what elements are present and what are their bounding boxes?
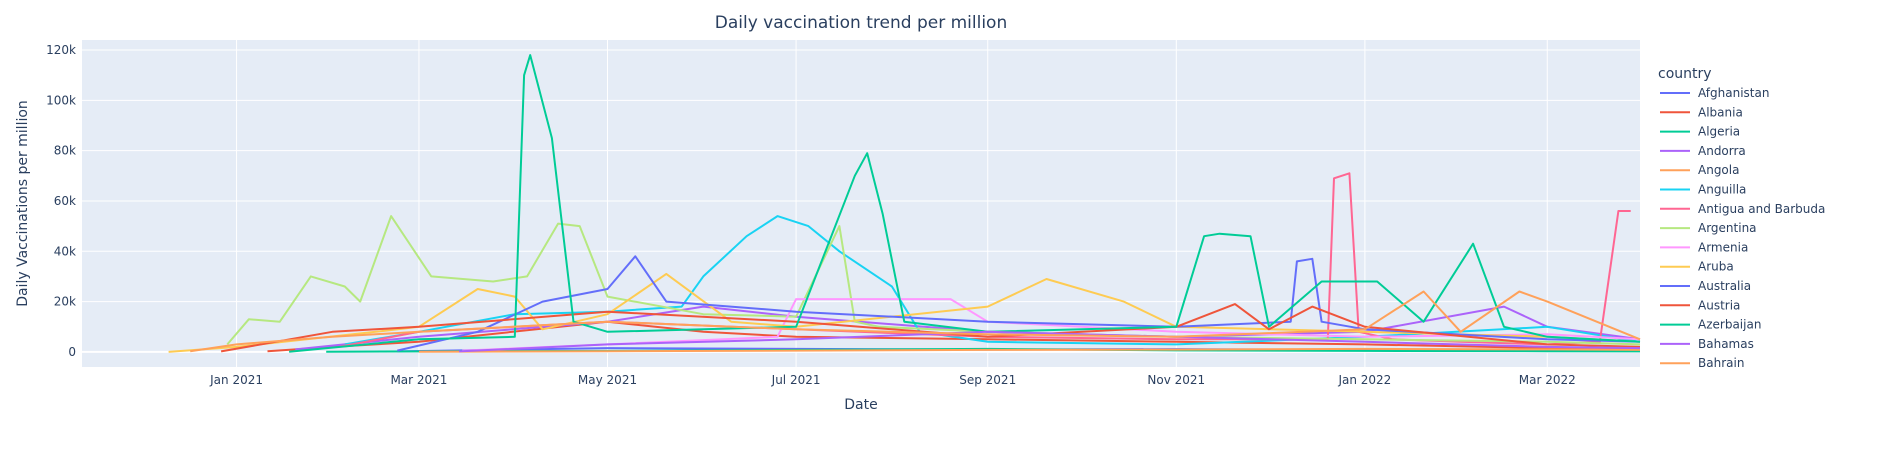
y-tick-label: 40k xyxy=(54,244,76,258)
legend-label: Armenia xyxy=(1698,240,1748,254)
legend-label: Austria xyxy=(1698,298,1740,312)
series-line-bahamas xyxy=(459,330,1641,353)
x-tick-label: Mar 2021 xyxy=(390,373,447,387)
legend-item[interactable]: Aruba xyxy=(1660,260,1734,274)
series-lines xyxy=(168,54,1641,353)
tick-labels: 0 20k 40k 60k 80k 100k 120k Jan 2021 Mar 2021 May… xyxy=(46,43,1576,387)
y-tick-label: 80k xyxy=(54,144,76,158)
y-tick-label: 20k xyxy=(54,295,76,309)
series-line-bahrain xyxy=(190,290,1641,353)
legend-label: Azerbaijan xyxy=(1698,318,1761,332)
series-line-anguilla xyxy=(344,215,1641,346)
legend-item[interactable]: Afghanistan xyxy=(1660,86,1769,100)
legend-item[interactable]: Armenia xyxy=(1660,240,1748,254)
legend-label: Anguilla xyxy=(1698,183,1746,197)
x-tick-label: May 2021 xyxy=(578,373,637,387)
x-tick-label: Jul 2021 xyxy=(771,373,821,387)
x-tick-label: Mar 2022 xyxy=(1519,373,1576,387)
legend-item[interactable]: Argentina xyxy=(1660,221,1757,235)
chart-title: Daily vaccination trend per million xyxy=(715,13,1007,33)
series-line-albania xyxy=(267,320,1641,353)
legend-title: country xyxy=(1658,66,1712,82)
x-axis-title: Date xyxy=(844,397,877,413)
legend-item[interactable]: Bahrain xyxy=(1660,356,1744,370)
legend-item[interactable]: Albania xyxy=(1660,105,1743,119)
plot-area xyxy=(82,40,1640,367)
y-axis-title: Daily Vaccinations per million xyxy=(15,100,31,307)
x-tick-label: Nov 2021 xyxy=(1147,373,1205,387)
legend-item[interactable]: Australia xyxy=(1660,279,1751,293)
legend-label: Angola xyxy=(1698,163,1739,177)
legend-label: Albania xyxy=(1698,105,1743,119)
legend-item[interactable]: Algeria xyxy=(1660,125,1740,139)
legend-label: Argentina xyxy=(1698,221,1757,235)
x-tick-label: Jan 2021 xyxy=(209,373,263,387)
legend-label: Antigua and Barbuda xyxy=(1698,202,1825,216)
legend-label: Andorra xyxy=(1698,144,1746,158)
y-tick-label: 0 xyxy=(68,345,76,359)
series-line-angola xyxy=(418,347,1641,353)
legend-label: Bahamas xyxy=(1698,337,1754,351)
legend-label: Aruba xyxy=(1698,260,1734,274)
legend-item[interactable]: Anguilla xyxy=(1660,183,1746,197)
y-tick-label: 120k xyxy=(46,43,76,57)
legend: country Afghanistan Albania Algeria Andorra… xyxy=(1658,66,1825,370)
legend-item[interactable]: Austria xyxy=(1660,298,1740,312)
legend-label: Australia xyxy=(1698,279,1751,293)
legend-item[interactable]: Angola xyxy=(1660,163,1739,177)
legend-label: Bahrain xyxy=(1698,356,1744,370)
legend-item[interactable]: Azerbaijan xyxy=(1660,318,1761,332)
legend-item[interactable]: Andorra xyxy=(1660,144,1746,158)
legend-item[interactable]: Antigua and Barbuda xyxy=(1660,202,1825,216)
legend-label: Algeria xyxy=(1698,125,1740,139)
series-line-armenia xyxy=(462,298,1641,352)
legend-label: Afghanistan xyxy=(1698,86,1769,100)
x-tick-label: Jan 2022 xyxy=(1337,373,1391,387)
legend-item[interactable]: Bahamas xyxy=(1660,337,1754,351)
x-tick-label: Sep 2021 xyxy=(959,373,1016,387)
series-line-azerbaijan xyxy=(289,54,1641,353)
series-line-australia xyxy=(397,255,1641,352)
y-tick-label: 100k xyxy=(46,93,76,107)
y-tick-label: 60k xyxy=(54,194,76,208)
